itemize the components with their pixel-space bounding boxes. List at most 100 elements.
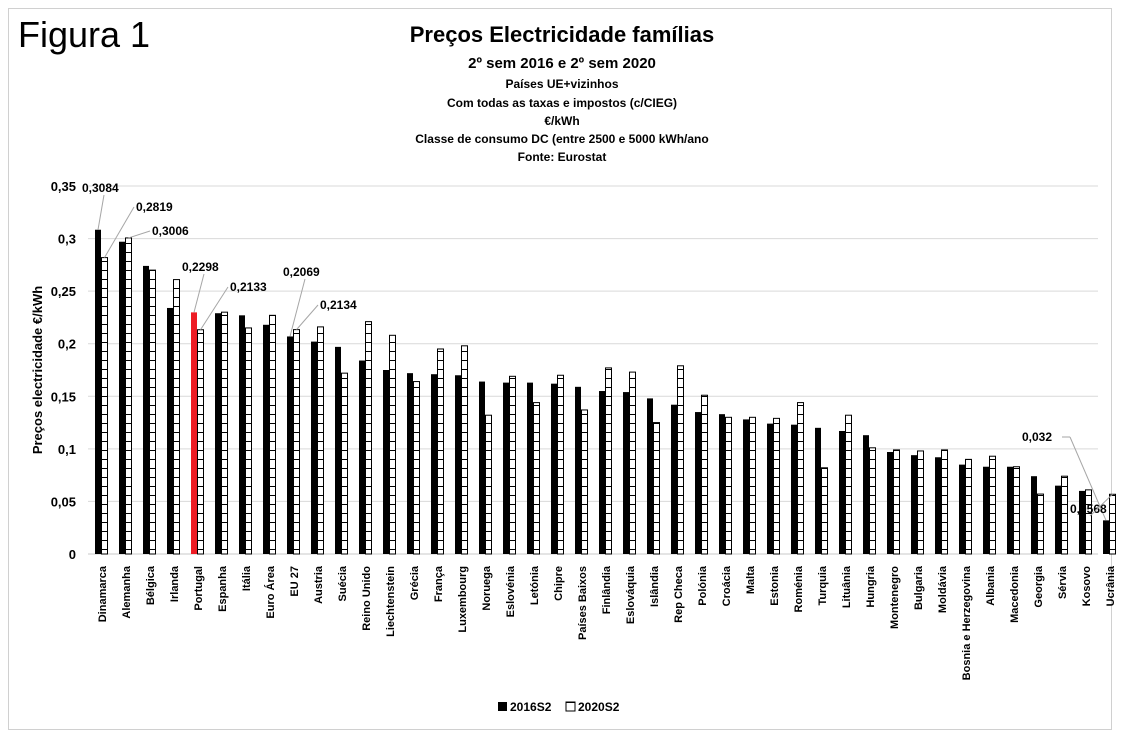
x-tick-label: EU 27 — [289, 566, 301, 597]
x-tick-label: Bélgica — [145, 565, 157, 605]
legend-swatch-2016s2 — [498, 702, 507, 711]
data-label: 0,3084 — [82, 181, 119, 195]
x-tick-label: Bosnia e Herzegovina — [961, 565, 973, 680]
data-label: 0,2819 — [136, 200, 173, 214]
figure-label: Figura 1 — [18, 14, 151, 55]
bar-2016s2 — [431, 374, 437, 554]
y-tick-label: 0,2 — [58, 337, 76, 352]
x-tick-label: Eslovénia — [505, 565, 517, 617]
bar-2020s2 — [941, 449, 948, 555]
bar-2016s2 — [167, 307, 173, 554]
x-tick-label: Hungria — [865, 565, 877, 607]
chart-subtitle-1: 2º sem 2016 e 2º sem 2020 — [468, 55, 656, 72]
bar-2016s2 — [143, 265, 149, 554]
x-tick-label: Letónia — [529, 565, 541, 605]
y-tick-label: 0,1 — [58, 442, 76, 457]
bar-2020s2 — [485, 414, 492, 555]
bar-2020s2 — [749, 416, 756, 555]
y-tick-label: 0 — [69, 547, 76, 562]
bar-2020s2 — [317, 326, 324, 555]
bar-2016s2 — [1031, 476, 1037, 554]
x-tick-label: Croácia — [721, 565, 733, 606]
x-tick-label: Polónia — [697, 565, 709, 606]
x-tick-label: Kosovo — [1081, 566, 1093, 607]
x-tick-label: Finlândia — [601, 565, 613, 614]
legend-swatch-2020s2 — [565, 701, 576, 712]
x-tick-label: Grécia — [409, 565, 421, 600]
chart-title: Preços Electricidade famílias — [409, 22, 715, 47]
bar-2020s2 — [413, 381, 420, 555]
bar-2016s2 — [215, 313, 221, 554]
bar-2020s2 — [629, 371, 636, 555]
bar-2020s2 — [701, 394, 708, 555]
x-tick-label: Macedonia — [1009, 565, 1021, 623]
data-label: 0,032 — [1022, 430, 1052, 444]
leader-line — [104, 206, 135, 258]
x-tick-label: Liechtenstein — [385, 566, 397, 637]
chart-subtitle-3: Com todas as taxas e impostos (c/CIEG) — [446, 96, 678, 110]
x-tick-label: Dinamarca — [97, 565, 109, 622]
bar-2020s2 — [725, 416, 732, 555]
bar-2016s2 — [695, 412, 701, 554]
bar-2016s2 — [383, 370, 389, 554]
data-label: 0,2133 — [230, 280, 267, 294]
data-label: 0,2069 — [283, 265, 320, 279]
x-tick-label: Sérvia — [1057, 565, 1069, 599]
x-tick-label: Roménia — [793, 565, 805, 612]
leader-line — [296, 304, 319, 330]
bar-2020s2 — [365, 321, 372, 555]
bar-2016s2 — [455, 375, 461, 554]
x-tick-label: Reino Unido — [361, 566, 373, 631]
bar-2020s2 — [509, 375, 516, 555]
x-tick-label: Turquia — [817, 565, 829, 605]
x-tick-label: Montenegro — [889, 566, 901, 629]
bar-2020s2 — [893, 449, 900, 555]
bar-2020s2 — [1013, 466, 1020, 555]
bar-2020s2 — [1085, 489, 1092, 555]
bar-2016s2 — [287, 336, 293, 554]
x-tick-label: Moldávia — [937, 565, 949, 613]
bar-2020s2 — [797, 402, 804, 555]
bar-2020s2 — [341, 372, 348, 555]
x-tick-label: Estonia — [769, 565, 781, 606]
x-tick-label: Eslováquia — [625, 565, 637, 624]
x-tick-label: Bulgaria — [913, 565, 925, 610]
bar-2020s2 — [1061, 475, 1068, 555]
bar-2016s2 — [743, 419, 749, 554]
x-tick-label: Suécia — [337, 565, 349, 601]
chart-subtitle-2: Países UE+vizinhos — [505, 77, 619, 91]
bar-2020s2 — [605, 367, 612, 555]
bar-2020s2 — [965, 458, 972, 555]
x-tick-label: Irlanda — [169, 565, 181, 602]
bar-2016s2 — [239, 315, 245, 554]
bar-2016s2 — [935, 457, 941, 554]
leader-line — [128, 230, 151, 239]
x-tick-label: Alemanha — [121, 565, 133, 618]
bar-2016s2 — [983, 466, 989, 554]
bar-2020s2 — [677, 365, 684, 555]
x-tick-label: Espanha — [217, 565, 229, 612]
x-tick-label: Países Baixos — [577, 566, 589, 640]
bar-2016s2 — [551, 383, 557, 554]
bar-2020s2 — [269, 314, 276, 555]
bar-2020s2 — [533, 402, 540, 555]
x-tick-label: Noruega — [481, 565, 493, 611]
bar-2020s2 — [293, 329, 300, 555]
x-tick-label: Ucrânia — [1105, 565, 1117, 606]
legend-label-2020s2: 2020S2 — [578, 700, 620, 714]
bar-2016s2 — [575, 386, 581, 554]
y-tick-label: 0,15 — [51, 389, 76, 404]
bar-2020s2 — [1109, 493, 1116, 555]
y-tick-label: 0,3 — [58, 232, 76, 247]
bar-2020s2 — [245, 327, 252, 555]
bar-2016s2 — [311, 341, 317, 554]
leader-line — [193, 273, 205, 313]
bar-2016s2 — [503, 382, 509, 554]
data-label: 0,2298 — [182, 260, 219, 274]
bar-2016s2 — [767, 423, 773, 554]
legend-label-2016s2: 2016S2 — [510, 700, 552, 714]
y-tick-label: 0,35 — [51, 179, 76, 194]
x-tick-label: Itália — [241, 565, 253, 591]
x-tick-label: Georgia — [1033, 565, 1045, 607]
